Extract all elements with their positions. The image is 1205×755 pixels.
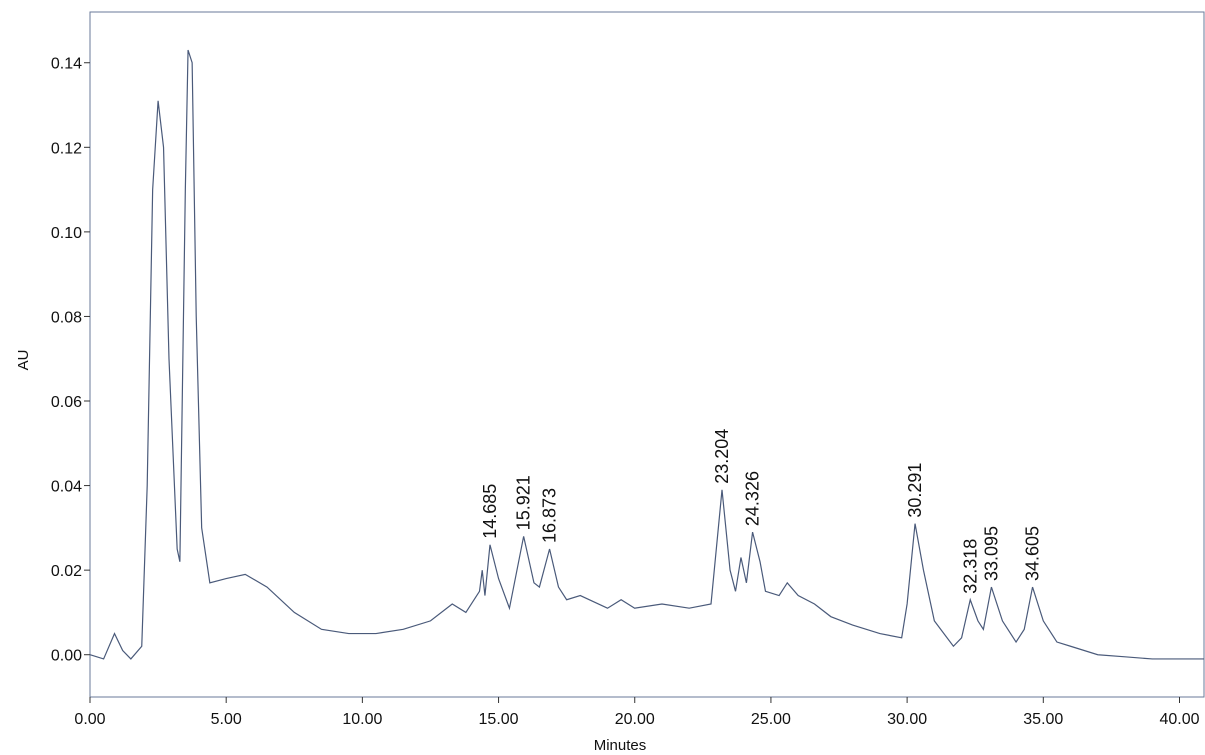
peak-label: 16.873 xyxy=(540,488,560,543)
y-tick-label: 0.06 xyxy=(51,394,82,411)
trace-line xyxy=(89,49,1204,660)
x-tick-label: 30.00 xyxy=(887,711,927,728)
peak-label: 14.685 xyxy=(480,484,500,539)
peak-label: 30.291 xyxy=(905,463,925,518)
peak-label: 33.095 xyxy=(981,526,1001,581)
peak-label: 34.605 xyxy=(1023,526,1043,581)
x-axis-title: Minutes xyxy=(594,737,647,754)
y-tick-label: 0.04 xyxy=(51,479,82,496)
y-tick-label: 0.00 xyxy=(51,648,82,665)
plot-frame xyxy=(89,11,1205,698)
x-tick-label: 10.00 xyxy=(342,711,382,728)
peak-label: 15.921 xyxy=(514,475,534,530)
peak-label: 32.318 xyxy=(960,539,980,594)
x-tick-label: 25.00 xyxy=(751,711,791,728)
y-axis-title: AU xyxy=(15,350,32,371)
y-tick-label: 0.12 xyxy=(51,140,82,157)
x-tick-label: 15.00 xyxy=(479,711,519,728)
x-tick-label: 0.00 xyxy=(74,711,105,728)
y-tick-label: 0.08 xyxy=(51,309,82,326)
y-tick-label: 0.02 xyxy=(51,563,82,580)
x-tick-label: 5.00 xyxy=(211,711,242,728)
y-tick-label: 0.14 xyxy=(51,56,82,73)
x-tick-label: 40.00 xyxy=(1159,711,1199,728)
y-tick-label: 0.10 xyxy=(51,225,82,242)
x-tick-label: 35.00 xyxy=(1023,711,1063,728)
peak-label: 24.326 xyxy=(743,471,763,526)
x-tick-label: 20.00 xyxy=(615,711,655,728)
peak-label: 23.204 xyxy=(712,429,732,484)
